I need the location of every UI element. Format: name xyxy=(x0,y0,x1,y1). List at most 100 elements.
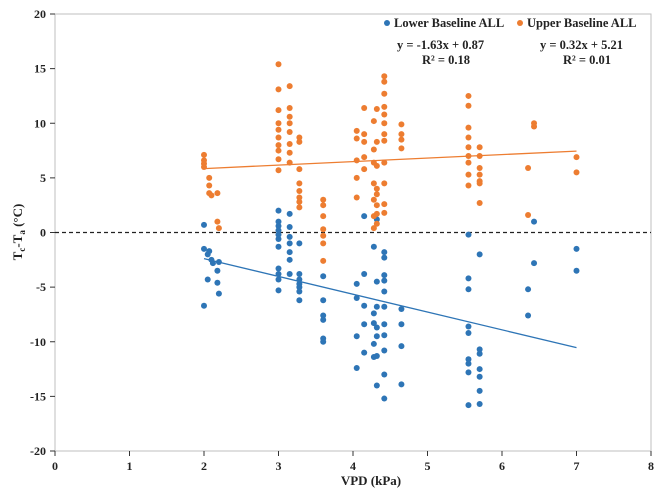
r2-lower: R² = 0.18 xyxy=(422,53,470,67)
x-tick-label: 8 xyxy=(648,459,654,473)
data-point-lower xyxy=(573,245,580,252)
data-point-lower xyxy=(476,346,483,353)
y-tick-label: -15 xyxy=(30,389,46,403)
data-point-upper xyxy=(573,154,580,161)
y-title-unit: (°C) xyxy=(10,204,25,231)
data-point-upper xyxy=(353,194,360,201)
data-point-lower xyxy=(361,213,368,220)
x-tick-label: 4 xyxy=(350,459,356,473)
data-point-upper xyxy=(320,196,327,203)
data-point-lower xyxy=(373,333,380,340)
data-point-upper xyxy=(370,196,377,203)
data-point-upper xyxy=(296,166,303,173)
data-point-lower xyxy=(201,221,207,228)
data-point-upper xyxy=(373,162,380,169)
data-point-upper xyxy=(286,113,293,120)
data-point-upper xyxy=(525,212,532,219)
data-point-lower xyxy=(286,271,293,278)
data-point-lower xyxy=(206,248,213,255)
data-point-upper xyxy=(381,90,388,97)
legend-label-upper: Upper Baseline ALL xyxy=(527,16,637,30)
data-point-upper xyxy=(465,182,472,189)
legend: Lower Baseline ALL Upper Baseline ALL xyxy=(384,16,637,30)
data-point-upper xyxy=(320,226,327,233)
data-point-lower xyxy=(525,286,532,293)
r2-upper: R² = 0.01 xyxy=(563,53,611,67)
data-point-lower xyxy=(525,312,532,319)
data-point-lower xyxy=(296,284,303,291)
data-point-upper xyxy=(296,198,303,205)
data-point-lower xyxy=(286,256,293,263)
data-point-upper xyxy=(275,120,282,127)
x-tick-label: 2 xyxy=(201,459,207,473)
data-point-lower xyxy=(465,323,472,330)
data-point-lower xyxy=(465,275,472,282)
data-point-lower xyxy=(286,224,293,231)
data-point-upper xyxy=(353,174,360,181)
data-point-lower xyxy=(373,303,380,310)
data-point-lower xyxy=(296,288,303,295)
data-point-lower xyxy=(286,210,293,217)
data-point-upper xyxy=(373,106,380,113)
data-point-upper xyxy=(286,149,293,156)
data-point-upper xyxy=(373,220,380,227)
data-point-lower xyxy=(373,352,380,359)
data-point-upper xyxy=(296,204,303,211)
data-point-lower xyxy=(398,381,405,388)
data-point-upper xyxy=(465,102,472,109)
data-point-upper xyxy=(465,153,472,160)
data-point-upper xyxy=(381,159,388,166)
y-tick-label: -5 xyxy=(36,280,46,294)
data-point-upper xyxy=(275,142,282,149)
data-point-lower xyxy=(370,243,377,250)
data-point-upper xyxy=(381,209,388,216)
data-point-upper xyxy=(214,218,221,225)
data-point-lower xyxy=(296,271,303,278)
data-point-upper xyxy=(320,257,327,264)
data-point-upper xyxy=(476,144,483,151)
data-point-upper xyxy=(398,121,405,128)
data-point-lower xyxy=(275,271,282,278)
legend-marker-lower xyxy=(384,20,390,26)
data-point-upper xyxy=(275,107,282,114)
data-point-lower xyxy=(465,330,472,337)
data-point-lower xyxy=(381,371,388,378)
data-point-lower xyxy=(296,276,303,283)
trend-equations: y = -1.63x + 0.87 R² = 0.18 y = 0.32x + … xyxy=(397,38,623,67)
data-point-upper xyxy=(476,200,483,207)
y-title-mid: -T xyxy=(10,234,25,247)
data-point-upper xyxy=(275,156,282,163)
y-tick-label: -20 xyxy=(30,444,46,458)
data-point-upper xyxy=(286,120,293,127)
data-point-lower xyxy=(531,218,538,225)
data-point-lower xyxy=(201,245,207,252)
data-point-lower xyxy=(275,218,282,225)
data-point-lower xyxy=(215,290,222,297)
data-point-upper xyxy=(201,163,207,170)
data-point-lower xyxy=(370,320,377,327)
data-point-upper xyxy=(398,136,405,143)
data-point-lower xyxy=(373,324,380,331)
data-point-lower xyxy=(353,280,360,287)
data-point-lower xyxy=(275,231,282,238)
data-point-upper xyxy=(373,191,380,198)
equation-lower: y = -1.63x + 0.87 xyxy=(397,38,484,52)
data-point-upper xyxy=(476,153,483,160)
data-point-upper xyxy=(465,124,472,131)
data-point-lower xyxy=(275,207,282,214)
data-point-lower xyxy=(373,382,380,389)
data-point-upper xyxy=(275,126,282,133)
data-point-upper xyxy=(381,201,388,208)
data-point-upper xyxy=(286,159,293,166)
data-point-upper xyxy=(215,225,222,232)
data-point-lower xyxy=(286,240,293,247)
trendline-upper xyxy=(203,150,577,170)
data-point-lower xyxy=(381,254,388,261)
data-point-upper xyxy=(373,210,380,217)
data-point-lower xyxy=(275,222,282,229)
data-point-upper xyxy=(361,154,368,161)
data-point-lower xyxy=(361,302,368,309)
data-point-lower xyxy=(531,260,538,267)
data-point-upper xyxy=(296,187,303,194)
data-point-lower xyxy=(361,271,368,278)
